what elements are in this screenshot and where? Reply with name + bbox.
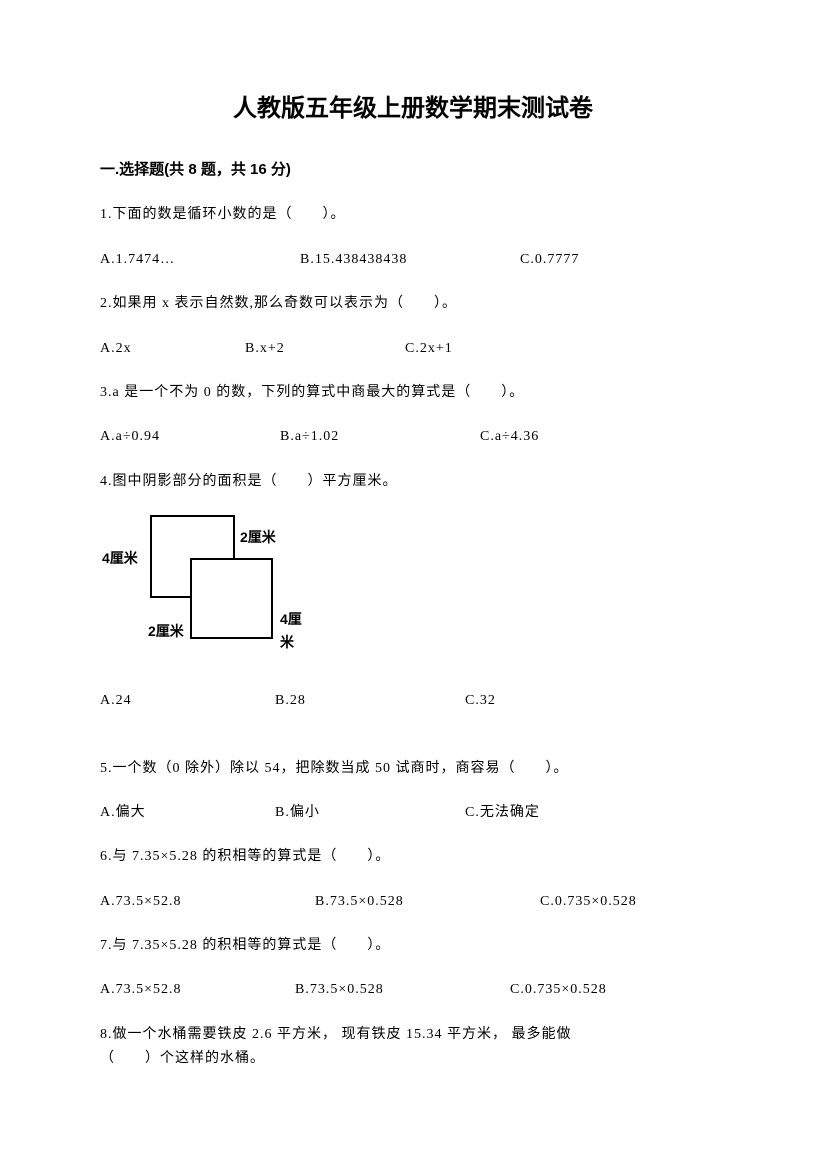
q3-option-c: C.a÷4.36: [480, 426, 539, 448]
q5-option-c: C.无法确定: [465, 802, 540, 824]
q2-option-a: A.2x: [100, 338, 245, 360]
label-2-bottom: 2厘米: [148, 620, 184, 642]
question-4-options: A.24 B.28 C.32: [100, 690, 726, 712]
label-4-right: 4厘米: [280, 608, 310, 653]
question-2-options: A.2x B.x+2 C.2x+1: [100, 338, 726, 360]
q6-option-a: A.73.5×52.8: [100, 891, 315, 913]
question-1-options: A.1.7474… B.15.438438438 C.0.7777: [100, 249, 726, 271]
question-5-options: A.偏大 B.偏小 C.无法确定: [100, 802, 726, 824]
q5-option-a: A.偏大: [100, 802, 275, 824]
q3-option-b: B.a÷1.02: [280, 426, 480, 448]
page-title: 人教版五年级上册数学期末测试卷: [100, 90, 726, 128]
question-8: 8.做一个水桶需要铁皮 2.6 平方米， 现有铁皮 15.34 平方米， 最多能…: [100, 1024, 726, 1071]
q1-option-b: B.15.438438438: [300, 249, 520, 271]
q1-option-c: C.0.7777: [520, 249, 579, 271]
section-header: 一.选择题(共 8 题，共 16 分): [100, 158, 726, 182]
q2-option-b: B.x+2: [245, 338, 405, 360]
question-3: 3.a 是一个不为 0 的数，下列的算式中商最大的算式是（ ）。: [100, 382, 726, 404]
q4-option-b: B.28: [275, 690, 465, 712]
q1-option-a: A.1.7474…: [100, 249, 300, 271]
q2-option-c: C.2x+1: [405, 338, 453, 360]
label-4-left: 4厘米: [102, 547, 138, 569]
q7-option-c: C.0.735×0.528: [510, 979, 607, 1001]
question-7-options: A.73.5×52.8 B.73.5×0.528 C.0.735×0.528: [100, 979, 726, 1001]
question-6: 6.与 7.35×5.28 的积相等的算式是（ ）。: [100, 846, 726, 868]
q6-option-b: B.73.5×0.528: [315, 891, 540, 913]
q4-diagram: 4厘米 2厘米 2厘米 4厘米: [100, 515, 726, 660]
question-3-options: A.a÷0.94 B.a÷1.02 C.a÷4.36: [100, 426, 726, 448]
question-7: 7.与 7.35×5.28 的积相等的算式是（ ）。: [100, 935, 726, 957]
question-5: 5.一个数（0 除外）除以 54，把除数当成 50 试商时，商容易（ ）。: [100, 758, 726, 780]
small-square: [190, 558, 273, 639]
question-4: 4.图中阴影部分的面积是（ ）平方厘米。: [100, 471, 726, 493]
question-1: 1.下面的数是循环小数的是（ ）。: [100, 204, 726, 226]
q4-option-a: A.24: [100, 690, 275, 712]
q4-option-c: C.32: [465, 690, 496, 712]
q3-option-a: A.a÷0.94: [100, 426, 280, 448]
q8-line1: 8.做一个水桶需要铁皮 2.6 平方米， 现有铁皮 15.34 平方米， 最多能…: [100, 1024, 726, 1046]
q5-option-b: B.偏小: [275, 802, 465, 824]
label-2-top: 2厘米: [240, 526, 276, 548]
q6-option-c: C.0.735×0.528: [540, 891, 637, 913]
q7-option-b: B.73.5×0.528: [295, 979, 510, 1001]
question-2: 2.如果用 x 表示自然数,那么奇数可以表示为（ ）。: [100, 293, 726, 315]
q8-line2: （ ）个这样的水桶。: [100, 1048, 726, 1070]
q7-option-a: A.73.5×52.8: [100, 979, 295, 1001]
question-6-options: A.73.5×52.8 B.73.5×0.528 C.0.735×0.528: [100, 891, 726, 913]
